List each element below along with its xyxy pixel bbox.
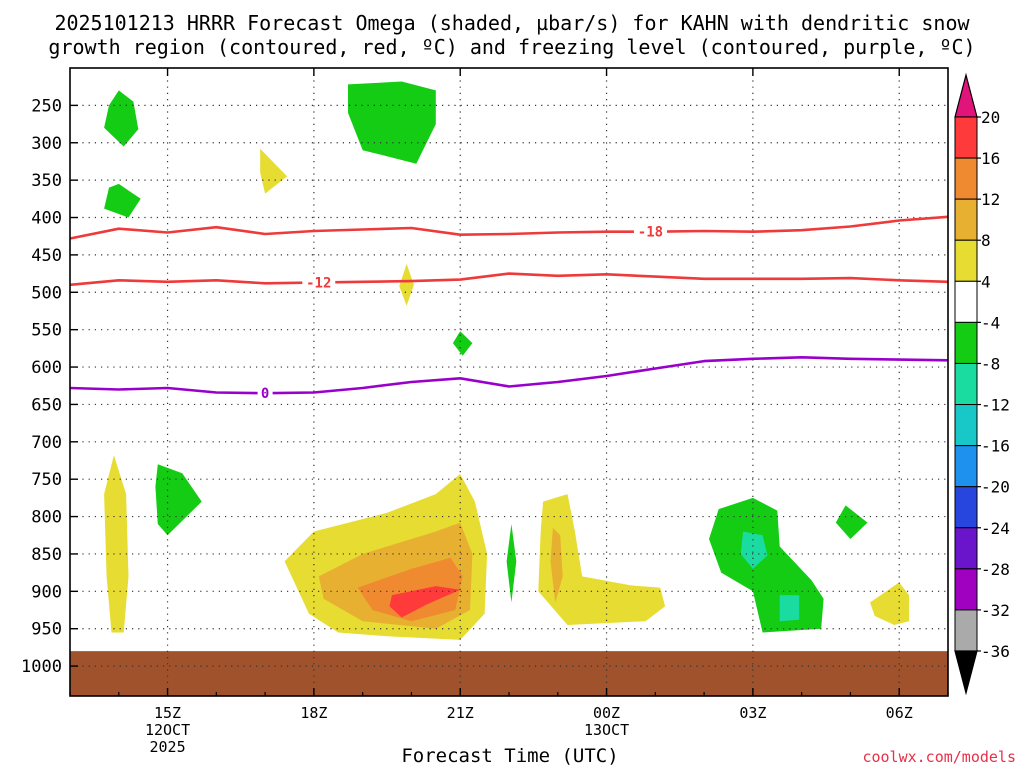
omega-shading-layer xyxy=(104,81,909,640)
colorbar-label-8: -16 xyxy=(981,437,1010,456)
colorbar-label-12: -32 xyxy=(981,601,1010,620)
y-tick-label-650: 650 xyxy=(31,395,62,415)
omega-region-ascent-570 xyxy=(452,331,473,356)
chart-title-line1: 2025101213 HRRR Forecast Omega (shaded, … xyxy=(54,11,970,35)
x-tick-label-18-0: 18Z xyxy=(300,704,327,722)
omega-region-ascent-250-300 xyxy=(104,90,139,147)
y-tick-label-700: 700 xyxy=(31,433,62,453)
omega-region-ascent-03z-core-a xyxy=(740,531,768,569)
omega-region-ascent-380 xyxy=(104,183,141,218)
y-tick-label-850: 850 xyxy=(31,545,62,565)
contour-freezing-level xyxy=(69,356,949,395)
axes-layer: 250 300 350 400 450 500 550 600 650 700 750 800 850 9… xyxy=(21,67,949,756)
colorbar-band-16-20 xyxy=(954,116,978,159)
x-tick-label-15-1: 12OCT xyxy=(145,721,190,739)
colorbar-label-2: 12 xyxy=(981,190,1000,209)
colorbar-label-5: -4 xyxy=(981,313,1000,332)
colorbar-top-arrow xyxy=(954,72,978,118)
x-tick-label-15-0: 15Z xyxy=(154,704,181,722)
colorbar-label-7: -12 xyxy=(981,396,1010,415)
omega-region-subsidence-left-low xyxy=(104,455,129,633)
omega-region-subsidence-main-core16 xyxy=(389,586,461,618)
x-tick-label-15-2: 2025 xyxy=(149,738,185,756)
terrain-layer xyxy=(70,651,948,696)
colorbar-label-10: -24 xyxy=(981,519,1010,538)
contour-dgz-minus18 xyxy=(69,215,949,240)
colorbar-band--16--12 xyxy=(954,404,978,447)
colorbar: 20 16 12 8 4 -4 -8 -12 -16 -20 -24 -28 -32 -36 xyxy=(954,72,1010,696)
colorbar-band-12-16 xyxy=(954,157,978,200)
colorbar-band--24--20 xyxy=(954,486,978,529)
y-tick-label-400: 400 xyxy=(31,209,62,229)
x-tick-label-24-0: 00Z xyxy=(593,704,620,722)
y-tick-label-800: 800 xyxy=(31,508,62,528)
colorbar-band-8-12 xyxy=(954,198,978,241)
omega-region-subsidence-right xyxy=(538,494,666,625)
omega-region-subsidence-06z xyxy=(870,582,909,625)
colorbar-label-9: -20 xyxy=(981,478,1010,497)
omega-region-ascent-upper xyxy=(348,81,436,164)
x-tick-label-21-0: 21Z xyxy=(447,704,474,722)
colorbar-label-1: 16 xyxy=(981,149,1000,168)
omega-region-ascent-780 xyxy=(155,464,202,536)
colorbar-label-6: -8 xyxy=(981,354,1000,373)
x-axis-label: Forecast Time (UTC) xyxy=(401,745,618,767)
colorbar-label-13: -36 xyxy=(981,642,1010,661)
omega-region-subsidence-main-core12 xyxy=(357,557,463,622)
y-tick-label-950: 950 xyxy=(31,620,62,640)
x-tick-label-30-0: 06Z xyxy=(886,704,913,722)
omega-region-subsidence-480 xyxy=(399,263,414,306)
colorbar-band--8--4 xyxy=(954,321,978,364)
y-tick-label-1000: 1000 xyxy=(21,657,62,677)
colorbar-band-4-8 xyxy=(954,239,978,282)
contour-label-freezing-level: 0 xyxy=(261,386,269,402)
y-tick-label-750: 750 xyxy=(31,470,62,490)
colorbar-band--12--8 xyxy=(954,362,978,406)
credit-text: coolwx.com/models xyxy=(862,748,1016,766)
y-tick-label-450: 450 xyxy=(31,246,62,266)
colorbar-label-0: 20 xyxy=(981,108,1000,127)
colorbar-band--28--24 xyxy=(954,527,978,570)
y-tick-label-600: 600 xyxy=(31,358,62,378)
terrain-ground xyxy=(70,651,948,696)
omega-region-ascent-03z xyxy=(709,497,824,633)
omega-region-subsidence-340 xyxy=(260,148,288,194)
colorbar-band--32--28 xyxy=(954,568,978,611)
contour-label-dgz-minus12: -12 xyxy=(306,275,331,291)
y-tick-label-900: 900 xyxy=(31,582,62,602)
y-tick-label-500: 500 xyxy=(31,283,62,303)
colorbar-label-3: 8 xyxy=(981,231,991,250)
contour-label-bg-dgz-minus18 xyxy=(633,223,667,240)
contour-layer: -18 -12 0 xyxy=(69,215,949,402)
grid-layer xyxy=(70,68,948,696)
x-tick-label-24-1: 13OCT xyxy=(584,721,629,739)
colorbar-bottom-arrow xyxy=(954,650,978,696)
contour-label-bg-dgz-minus12 xyxy=(302,274,336,291)
colorbar-label-4: 4 xyxy=(981,272,991,291)
chart-title-line2: growth region (contoured, red, ºC) and f… xyxy=(48,35,975,59)
colorbar-label-11: -28 xyxy=(981,560,1010,579)
contour-label-dgz-minus18: -18 xyxy=(638,225,663,241)
omega-region-ascent-850 xyxy=(506,524,517,603)
contour-label-bg-freezing-level xyxy=(257,385,273,402)
colorbar-band--4-4 xyxy=(954,280,978,323)
y-tick-label-350: 350 xyxy=(31,171,62,191)
omega-region-ascent-05z xyxy=(835,505,868,539)
colorbar-band--20--16 xyxy=(954,445,978,488)
x-tick-label-27-0: 03Z xyxy=(739,704,766,722)
omega-region-subsidence-right-core8 xyxy=(550,527,563,603)
y-tick-label-250: 250 xyxy=(31,96,62,116)
y-tick-label-300: 300 xyxy=(31,134,62,154)
colorbar-band--36--32 xyxy=(954,609,978,652)
omega-region-ascent-03z-core-b xyxy=(779,595,800,622)
contour-dgz-minus12 xyxy=(69,272,949,287)
y-tick-label-550: 550 xyxy=(31,321,62,341)
